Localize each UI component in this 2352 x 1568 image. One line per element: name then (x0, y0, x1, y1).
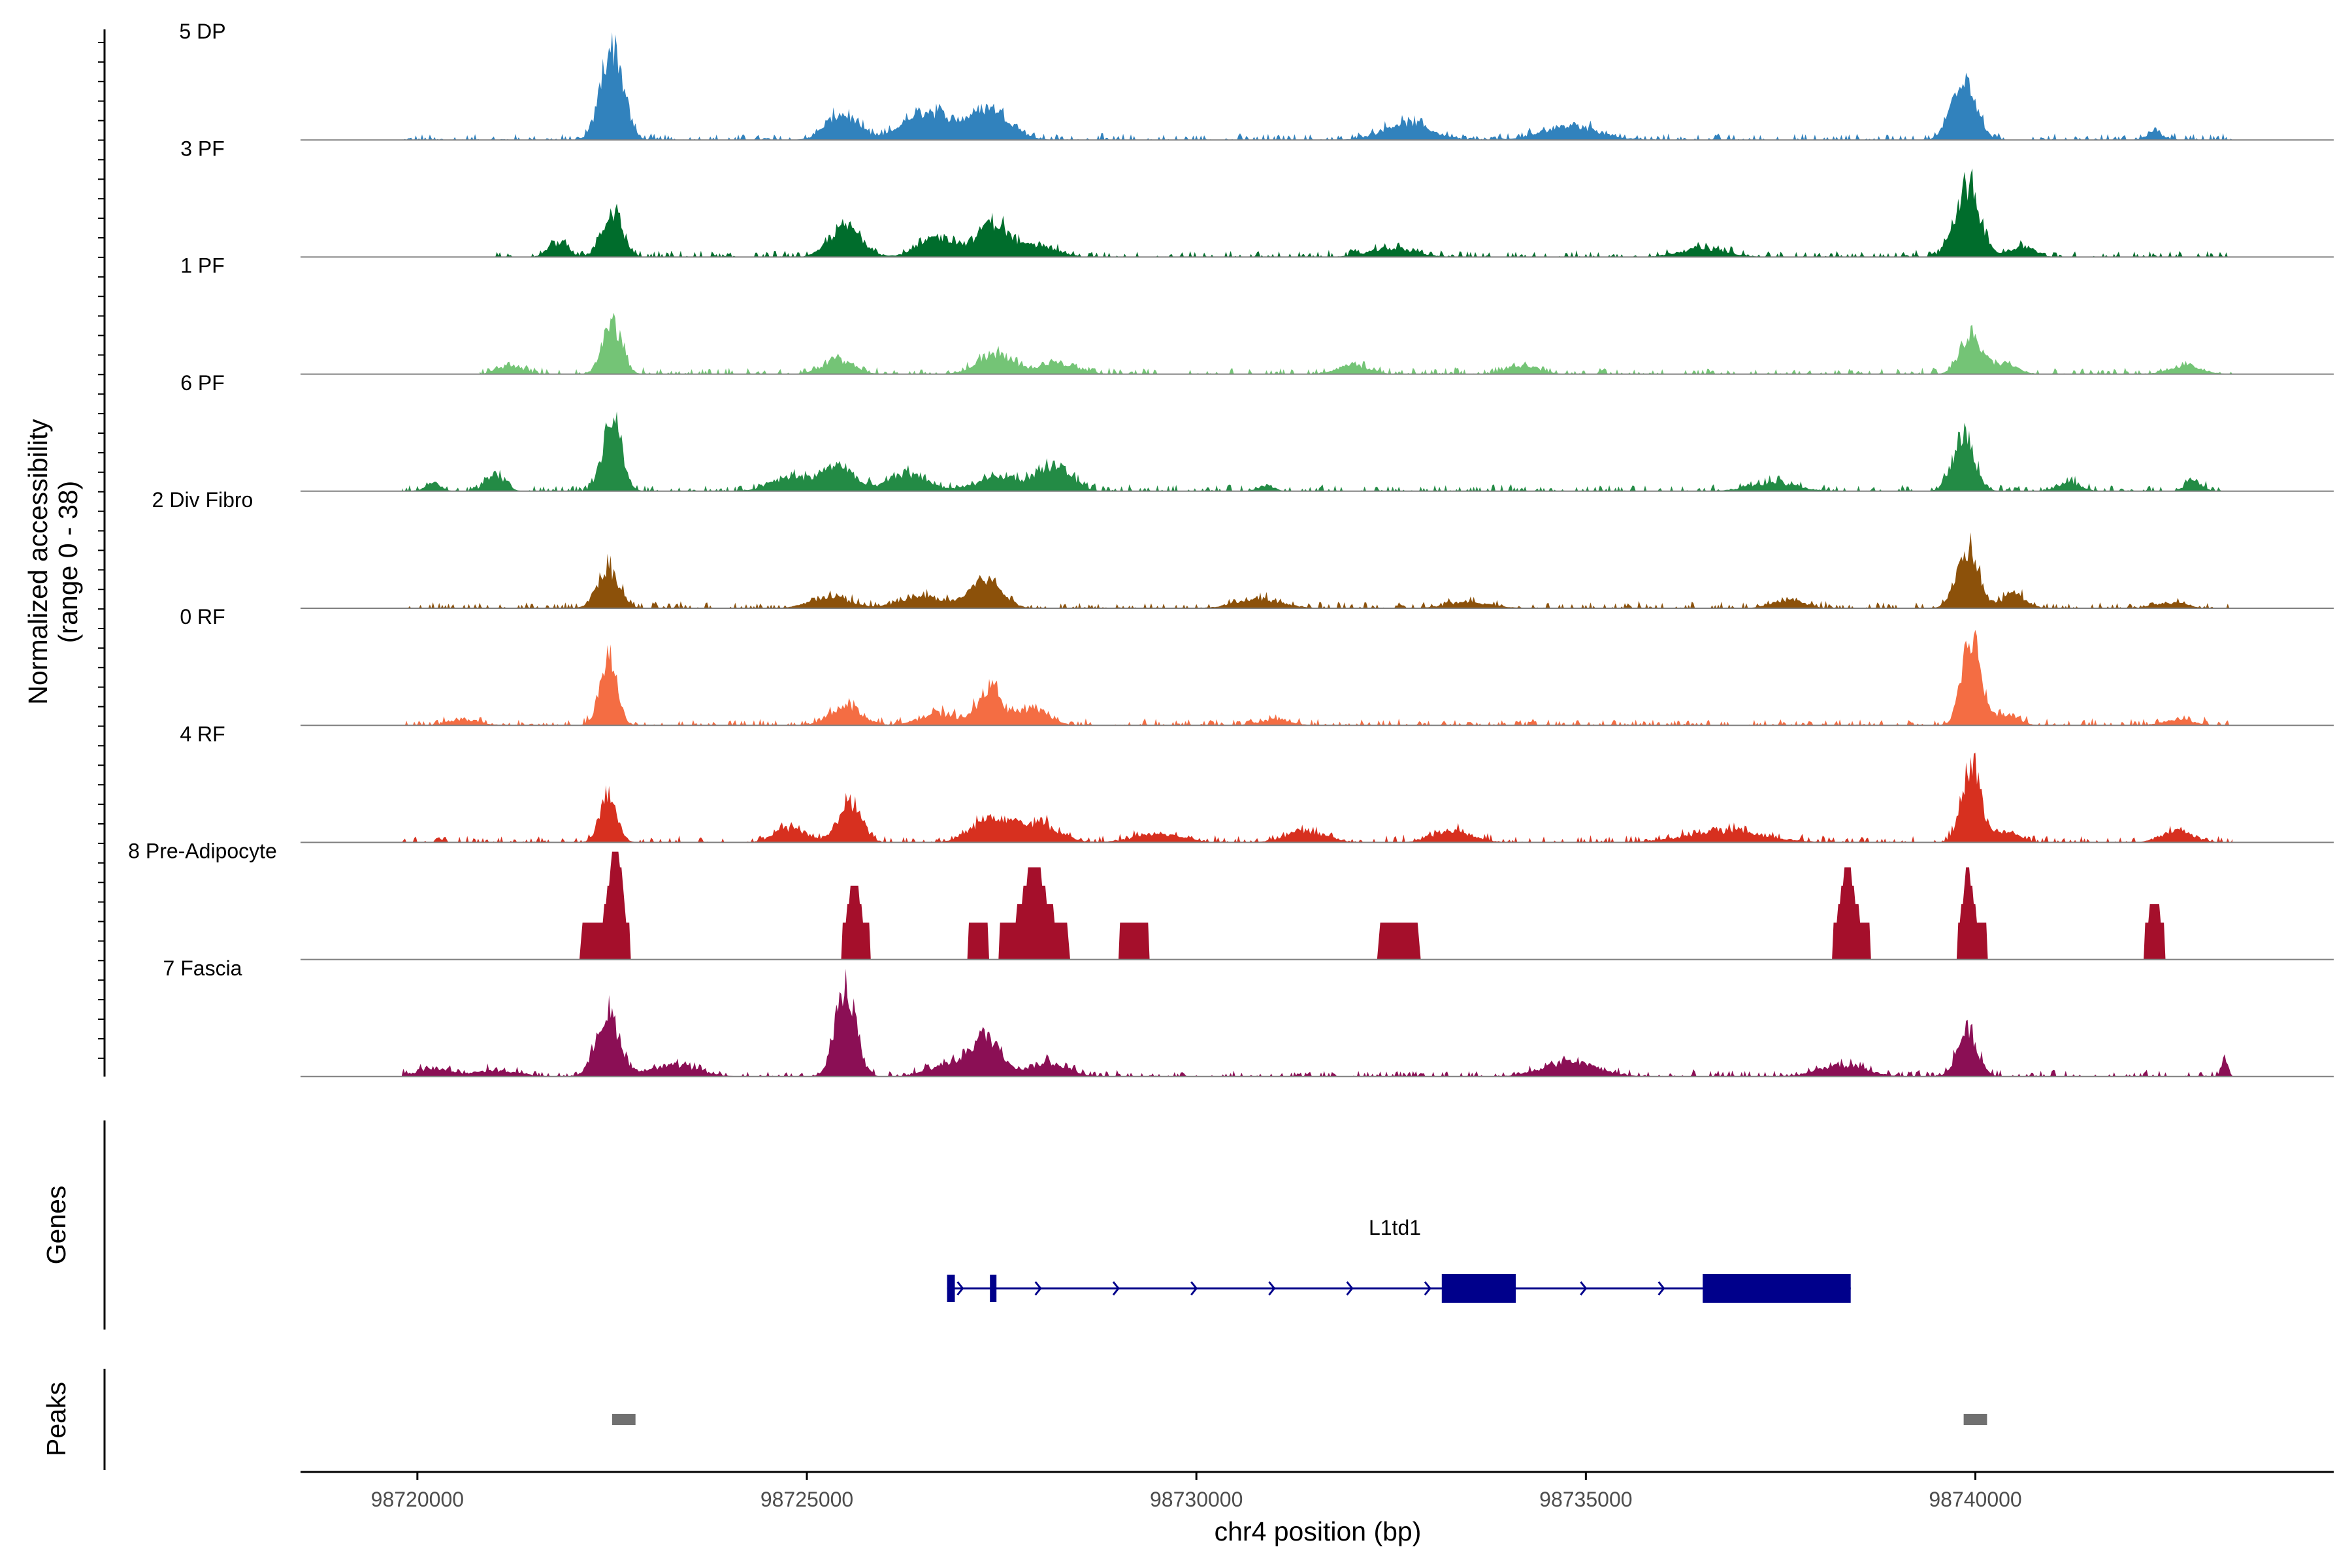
strand-arrow (1346, 1281, 1354, 1296)
strand-arrow (956, 1281, 964, 1296)
strand-arrow (1580, 1281, 1588, 1296)
x-tick-label: 98735000 (1539, 1488, 1632, 1511)
track-label: 5 DP (179, 20, 225, 43)
x-tick-label: 98720000 (371, 1488, 464, 1511)
track-3-pf: 3 PF (180, 137, 2334, 258)
x-tick-label: 98740000 (1929, 1488, 2021, 1511)
coverage-area (573, 851, 2232, 960)
track-label: 1 PF (180, 254, 225, 278)
coverage-area (495, 168, 2232, 257)
track-label: 6 PF (180, 371, 225, 395)
track-label: 8 Pre-Adipocyte (128, 840, 277, 863)
peak-region (1963, 1414, 1987, 1425)
peak-track (612, 1414, 1987, 1425)
coverage-area (402, 968, 2232, 1077)
coverage-area (402, 32, 2232, 140)
x-tick-label: 98725000 (760, 1488, 853, 1511)
strand-arrow (1190, 1281, 1198, 1296)
peaks-track-title: Peaks (41, 1382, 71, 1456)
x-tick-label: 98730000 (1150, 1488, 1243, 1511)
coverage-area (402, 753, 2232, 843)
genes-track-title: Genes (41, 1186, 71, 1265)
track-label: 2 Div Fibro (152, 488, 253, 512)
track-8-pre-adipocyte: 8 Pre-Adipocyte (128, 840, 2334, 960)
y-axis-title-line2: (range 0 - 38) (53, 481, 83, 643)
gene-name: L1td1 (1369, 1216, 1421, 1239)
gene-exon (1441, 1274, 1516, 1303)
gene-exon (1703, 1274, 1851, 1303)
track-7-fascia: 7 Fascia (163, 956, 2334, 1077)
y-axis (98, 29, 106, 1077)
strand-arrow (1112, 1281, 1120, 1296)
track-0-rf: 0 RF (180, 605, 2334, 727)
track-label: 0 RF (180, 605, 225, 629)
coverage-area (402, 630, 2232, 726)
gene-track: L1td1 (947, 1216, 1851, 1303)
track-2-div-fibro: 2 Div Fibro (152, 488, 2334, 609)
strand-arrow (1034, 1281, 1042, 1296)
track-1-pf: 1 PF (180, 254, 2334, 375)
track-6-pf: 6 PF (180, 371, 2334, 492)
x-axis-ticks: 98720000 98725000 98730000 98735000 98740000 (371, 1472, 2022, 1511)
x-axis-title: chr4 position (bp) (1215, 1516, 1422, 1546)
track-5-dp: 5 DP (179, 20, 2334, 141)
coverage-area (402, 532, 2232, 608)
y-axis-title-line1: Normalized accessibility (23, 419, 53, 705)
track-label: 4 RF (180, 722, 225, 745)
gene-exon (947, 1275, 955, 1302)
gene-exon (990, 1275, 997, 1302)
strand-arrow (1658, 1281, 1665, 1296)
track-4-rf: 4 RF (180, 722, 2334, 843)
strand-arrow (1424, 1281, 1431, 1296)
strand-arrow (1268, 1281, 1276, 1296)
accessibility-tracks: 5 DP 3 PF 1 PF 6 PF 2 Div Fibro 0 RF 4 RF 8 Pre… (128, 20, 2334, 1077)
track-label: 3 PF (180, 137, 225, 160)
coverage-area (480, 312, 2233, 374)
coverage-area (402, 411, 2232, 491)
track-label: 7 Fascia (163, 956, 242, 980)
peak-region (612, 1414, 636, 1425)
